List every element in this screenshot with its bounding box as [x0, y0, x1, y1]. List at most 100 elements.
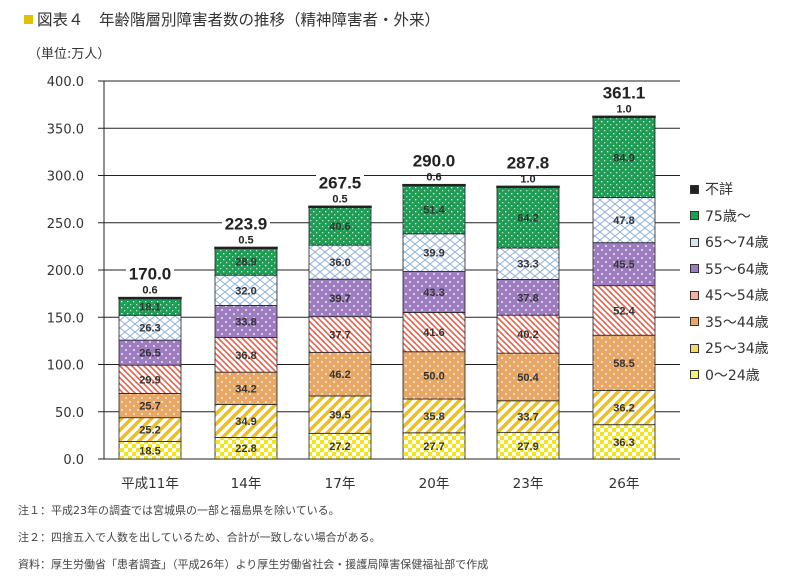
title-marker-icon: [24, 15, 33, 24]
segment-value-label: 47.8: [613, 215, 634, 227]
bar-segment: [592, 285, 656, 336]
segment-value-label: 39.5: [329, 410, 350, 422]
total-value-label: 361.1: [603, 83, 646, 102]
bar-segment: [402, 271, 466, 313]
legend-item: 75歳〜: [690, 203, 769, 230]
legend-swatch-icon: [690, 211, 699, 221]
unknown-value-label: 1.0: [520, 173, 535, 185]
bar-segment: [402, 398, 466, 434]
segment-value-label: 36.3: [613, 437, 634, 449]
unknown-value-label: 0.6: [426, 172, 441, 184]
legend-label: 0〜24歳: [705, 367, 760, 384]
y-tick-label: 150.0: [47, 311, 84, 326]
legend-label: 25〜34歳: [705, 341, 769, 358]
bar-segment: [214, 371, 278, 405]
bar-segment: [308, 395, 372, 434]
bar-segment: [496, 247, 560, 280]
x-axis-labels: 平成11年 14年 17年 20年 23年 26年: [121, 476, 639, 492]
legend-label: 不詳: [705, 182, 733, 199]
segment-value-label: 39.9: [423, 248, 444, 260]
segment-value-label: 52.4: [613, 305, 635, 317]
segment-value-label: 51.4: [423, 205, 445, 217]
segment-value-label: 34.2: [235, 383, 256, 395]
segment-value-label: 37.8: [517, 292, 538, 304]
legend-label: 35〜44歳: [705, 314, 769, 331]
total-label-background: [504, 153, 552, 171]
bar-segment: [308, 278, 372, 318]
y-tick-label: 100.0: [47, 359, 84, 374]
legend-item: 0〜24歳: [690, 362, 769, 389]
segment-value-label: 35.8: [423, 411, 444, 423]
unknown-value-label: 0.6: [142, 285, 157, 297]
source-note: 資料：厚生労働省「患者調査」（平成26年）より厚生労働省社会・援護局障害保健福祉…: [18, 558, 489, 571]
segment-value-label: 18.5: [139, 445, 160, 457]
segment-value-label: 36.0: [329, 257, 350, 269]
bar-segment: [592, 424, 656, 460]
x-category-label: 26年: [609, 476, 640, 492]
y-tick-label: 200.0: [47, 264, 84, 279]
unknown-value-label: 0.5: [332, 193, 347, 205]
bar-segment: [118, 296, 182, 300]
total-value-label: 267.5: [319, 173, 362, 192]
unknown-value-label: 0.5: [238, 234, 253, 246]
segment-value-label: 64.2: [517, 213, 538, 225]
chart-title-text: 図表４ 年齢階層別障害者数の推移（精神障害者・外来）: [37, 11, 441, 29]
legend-swatch-icon: [690, 264, 699, 274]
legend-item: 不詳: [690, 176, 769, 203]
bar-segment: [402, 312, 466, 353]
note-2: 注２：四捨五入で人数を出しているため、合計が一致しない場合がある。: [18, 531, 381, 544]
bar-segment: [402, 183, 466, 187]
segment-value-label: 27.9: [517, 441, 538, 453]
bar-segment: [592, 197, 656, 244]
y-tick-label: 0.0: [63, 453, 84, 468]
segment-value-label: 25.7: [139, 401, 160, 413]
bars: [118, 115, 656, 460]
y-axis: 0.0 50.0 100.0 150.0 200.0 250.0 300.0 350.0 400…: [47, 75, 105, 468]
y-tick-label: 400.0: [47, 75, 84, 90]
segment-value-label: 22.8: [235, 443, 256, 455]
bar-segment: [214, 247, 278, 276]
bar-segment: [402, 351, 466, 400]
bar-segment: [308, 351, 372, 397]
bar-segment: [496, 185, 560, 189]
bar-segment: [214, 336, 278, 373]
legend: 不詳 75歳〜 65〜74歳 55〜64歳 45〜54歳 35〜44歳 25〜34歳 0〜24…: [690, 176, 769, 388]
segment-value-label: 33.7: [517, 412, 538, 424]
bar-segment: [496, 186, 560, 249]
segment-value-label: 28.9: [235, 257, 256, 269]
segment-value-label: 36.8: [235, 350, 256, 362]
segment-value-label: 41.6: [423, 327, 444, 339]
segment-value-label: 84.9: [613, 152, 634, 164]
y-tick-label: 50.0: [55, 406, 84, 421]
bar-segment: [402, 233, 466, 272]
legend-item: 45〜54歳: [690, 282, 769, 309]
total-value-label: 223.9: [225, 214, 268, 233]
bar-segment: [308, 205, 372, 209]
segment-value-label: 34.9: [235, 416, 256, 428]
legend-label: 65〜74歳: [705, 235, 769, 252]
gridlines: [98, 80, 680, 460]
segment-value-label: 39.7: [329, 293, 350, 305]
legend-swatch-icon: [690, 290, 699, 300]
bar-segment: [308, 244, 372, 280]
segment-value-label: 32.0: [235, 285, 256, 297]
legend-swatch-icon: [690, 237, 699, 247]
total-label-background: [316, 173, 364, 191]
bar-segment: [118, 393, 182, 419]
segment-value-label: 40.2: [517, 329, 538, 341]
segment-value-label: 43.3: [423, 287, 444, 299]
bar-segment: [214, 305, 278, 338]
x-category-label: 17年: [325, 476, 356, 492]
unit-label: （単位:万人）: [28, 47, 111, 62]
bar-segment: [308, 206, 372, 246]
bar-segment: [496, 314, 560, 354]
total-label-background: [222, 214, 270, 232]
segment-value-label: 58.5: [613, 358, 634, 370]
legend-label: 45〜54歳: [705, 288, 769, 305]
y-tick-label: 350.0: [47, 122, 84, 137]
segment-value-label: 27.7: [423, 441, 444, 453]
total-label-background: [410, 151, 458, 169]
bar-segment: [592, 115, 656, 119]
note-1: 注１：平成23年の調査では宮城県の一部と福島県を除いている。: [18, 504, 340, 517]
segment-value-label: 37.7: [329, 329, 350, 341]
